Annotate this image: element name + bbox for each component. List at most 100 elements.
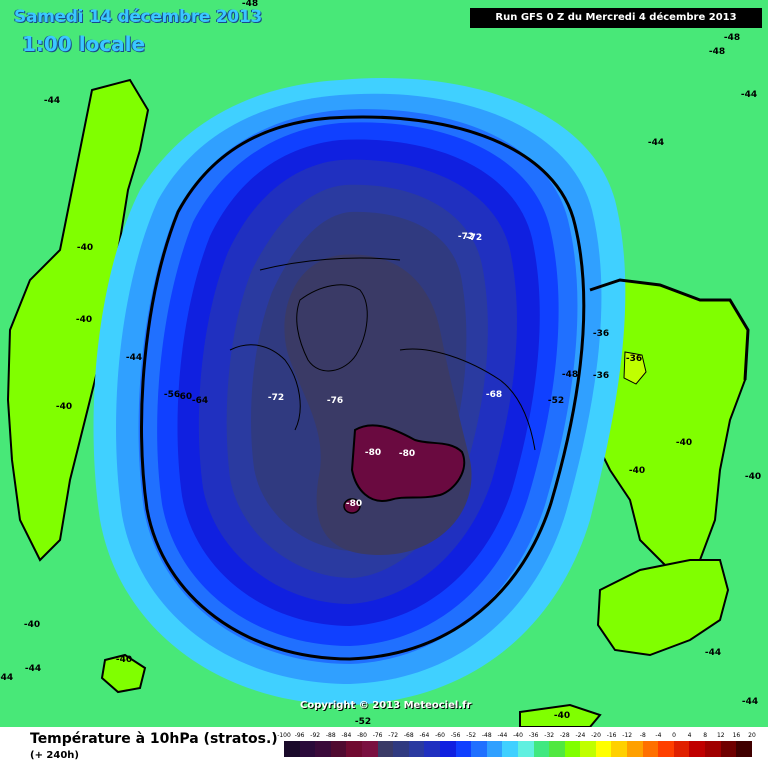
coastline-eurasia (399, 348, 536, 451)
contour-label: -40 (628, 466, 646, 476)
contour-label: -72 (457, 232, 475, 242)
land-island-pacific (100, 653, 147, 694)
scale-swatch (736, 741, 752, 757)
scale-tick-label: -80 (357, 732, 367, 739)
scale-tick-label: -100 (277, 732, 291, 739)
scale-tick-label: -56 (450, 732, 461, 739)
scale-tick-label: -4 (655, 732, 662, 739)
contour-label: -40 (75, 315, 93, 325)
scale-tick-label: 0 (672, 732, 676, 739)
warm-spot-asia (623, 351, 647, 385)
coastline-greenland (296, 284, 368, 372)
contour-label: -72 (465, 233, 483, 243)
contour-label: -36 (592, 371, 610, 381)
scale-tick-label: -76 (372, 732, 383, 739)
scale-tick-label: -40 (513, 732, 523, 739)
scale-swatch (455, 741, 472, 757)
scale-swatch (673, 741, 690, 757)
scale-swatch (299, 741, 316, 757)
contour-label: -44 (704, 648, 722, 658)
contour-label: -44 (125, 353, 143, 363)
forecast-time-title: 1:00 locale (22, 32, 146, 56)
contour-label: -64 (191, 396, 209, 406)
scale-tick-label: -96 (294, 732, 305, 739)
scale-swatch (627, 741, 643, 757)
color-scale-labels: -100 -96 -92 -88 -84 -80 -76 -72 -68 -64 -60 -56 -52… (277, 732, 768, 742)
scale-tick-label: -60 (435, 732, 445, 739)
scale-tick-label: 20 (748, 732, 756, 739)
scale-tick-label: -16 (606, 732, 617, 739)
contour-label: -36 (625, 354, 643, 364)
contour-label: -44 (740, 90, 758, 100)
contour-label: -40 (55, 402, 73, 412)
contour-label: -80 (364, 448, 382, 458)
scale-swatch (517, 741, 534, 757)
scale-swatch (377, 741, 394, 757)
scale-tick-label: -24 (575, 732, 586, 739)
land-asia-south (596, 559, 730, 657)
scale-tick-label: -32 (544, 732, 555, 739)
contour-label: -44 (0, 673, 14, 683)
scale-tick-label: -12 (622, 732, 633, 739)
scale-swatch (284, 741, 300, 757)
land-north-america-west (6, 78, 150, 562)
scale-tick-label: 8 (703, 732, 708, 739)
contour-label: -44 (647, 138, 665, 148)
scale-swatch (330, 741, 347, 757)
contour-label: -40 (115, 655, 133, 665)
scale-swatch (486, 741, 503, 757)
contour-label: -44 (741, 697, 759, 707)
forecast-offset: (+ 240h) (30, 750, 79, 761)
land-bottom-right (519, 703, 602, 727)
scale-tick-label: -48 (481, 732, 492, 739)
contour-minus-36-right (589, 278, 750, 381)
contour-label: -52 (354, 717, 372, 727)
contour-label: -56 (163, 390, 181, 400)
scale-tick-label: -68 (403, 732, 414, 739)
scale-swatch (471, 741, 487, 757)
scale-swatch (595, 741, 612, 757)
scale-swatch (533, 741, 550, 757)
scale-swatch (705, 741, 721, 757)
scale-swatch (689, 741, 706, 757)
contour-label: -44 (43, 96, 61, 106)
contour-label: -52 (547, 396, 565, 406)
contour-label: -48 (561, 370, 579, 380)
copyright-notice: Copyright © 2013 Meteociel.fr (300, 700, 472, 711)
scale-swatch (393, 741, 409, 757)
scale-tick-label: -28 (559, 732, 570, 739)
contour-label: -80 (398, 449, 416, 459)
scale-swatch (502, 741, 518, 757)
band-minus-80 (350, 424, 466, 502)
map-caption: Température à 10hPa (stratos.) (30, 731, 278, 747)
band-minus-80-small (343, 498, 361, 514)
scale-swatch (439, 741, 456, 757)
color-scale-bar (284, 741, 752, 757)
contour-label: -48 (241, 0, 259, 9)
contour-label: -76 (326, 396, 344, 406)
scale-tick-label: -52 (466, 732, 477, 739)
scale-swatch (424, 741, 440, 757)
scale-swatch (346, 741, 362, 757)
scale-swatch (580, 741, 596, 757)
contour-label: -60 (175, 392, 193, 402)
scale-tick-label: -84 (341, 732, 352, 739)
contour-label: -48 (723, 33, 741, 43)
contour-label: -40 (553, 711, 571, 721)
scale-swatch (315, 741, 331, 757)
scale-tick-label: -72 (388, 732, 399, 739)
scale-tick-label: -20 (591, 732, 601, 739)
contour-label: -36 (592, 329, 610, 339)
contour-label: -40 (23, 620, 41, 630)
scale-swatch (642, 741, 659, 757)
scale-swatch (720, 741, 737, 757)
map-footer: Température à 10hPa (stratos.) (+ 240h) … (0, 727, 768, 768)
coastline-canada (229, 344, 301, 431)
scale-tick-label: -92 (310, 732, 321, 739)
scale-tick-label: -36 (528, 732, 539, 739)
scale-swatch (549, 741, 565, 757)
contour-label: -48 (708, 47, 726, 57)
scale-tick-label: -88 (325, 732, 336, 739)
coastline-siberia (259, 257, 401, 271)
